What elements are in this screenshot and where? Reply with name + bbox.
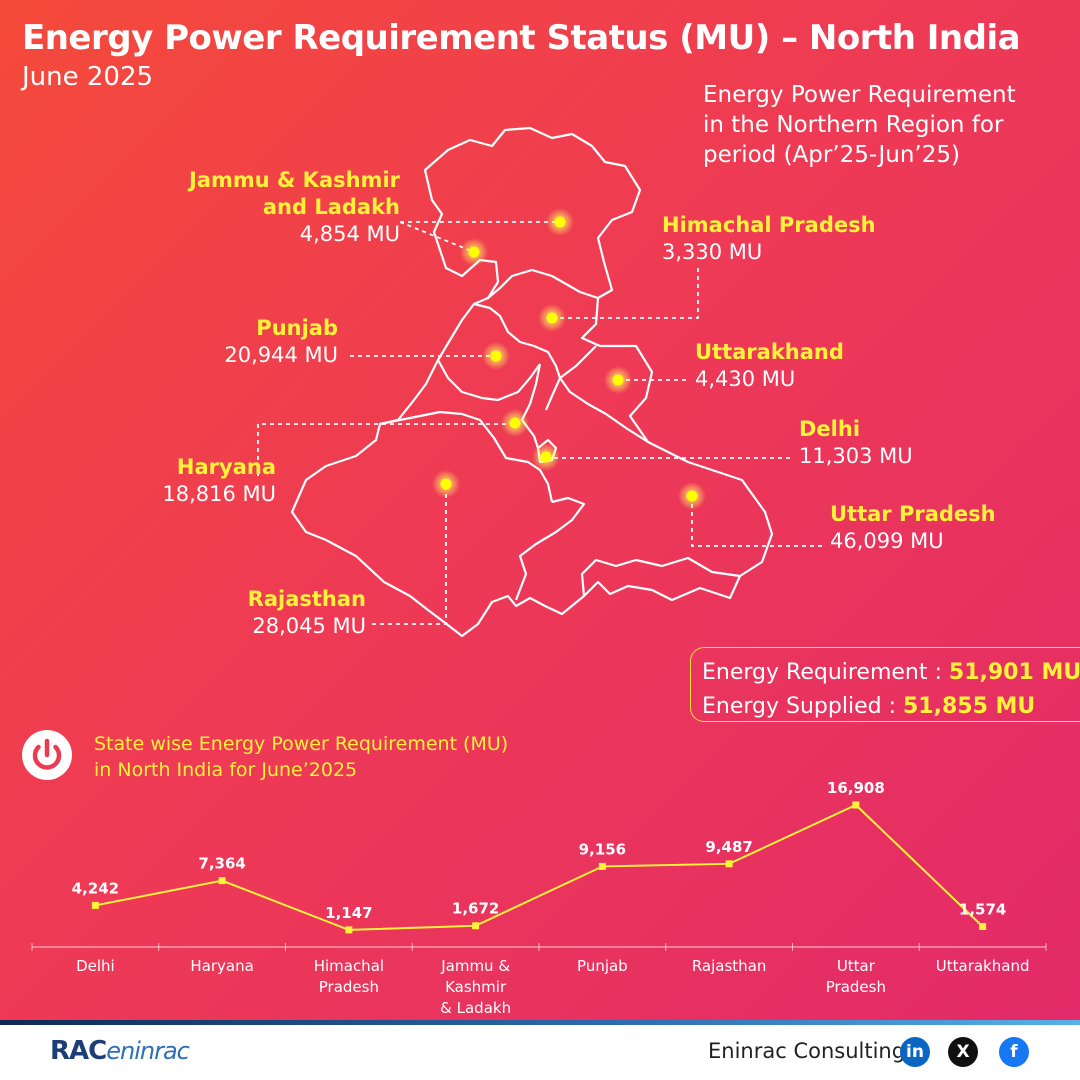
state-value: 4,430 MU [695, 367, 796, 391]
connector-up [691, 496, 822, 547]
brand-name: Eninrac Consulting [708, 1039, 906, 1063]
energy-supplied-label: Energy Supplied : [702, 694, 903, 719]
state-name: Himachal Pradesh [662, 213, 876, 237]
state-connectors [257, 221, 822, 625]
label-punjab: Punjab 20,944 MU [150, 315, 338, 369]
energy-totals-box: Energy Requirement : 51,901 MU Energy Su… [690, 647, 1080, 722]
chart-title-line: in North India for June’2025 [94, 759, 358, 781]
label-uttar-pradesh: Uttar Pradesh 46,099 MU [830, 501, 1050, 555]
border-haryana-up [520, 363, 542, 449]
data-point [598, 862, 606, 870]
border-haryana-rajasthan [379, 410, 554, 503]
connector-haryana [257, 423, 515, 476]
energy-supplied: Energy Supplied : 51,855 MU [702, 690, 1080, 724]
label-rajasthan: Rajasthan 28,045 MU [150, 586, 366, 640]
state-markers [432, 208, 706, 510]
border-uttarakhand [544, 345, 649, 443]
border-up-mp [580, 556, 741, 597]
linkedin-icon[interactable]: in [900, 1037, 930, 1067]
data-point [218, 877, 226, 885]
state-name: Delhi [799, 417, 861, 441]
energy-supplied-value: 51,855 MU [902, 694, 1036, 719]
data-point [91, 901, 99, 909]
energy-requirement-value: 51,901 MU [948, 660, 1080, 685]
series-line [95, 803, 984, 931]
label-uttarakhand: Uttarakhand 4,430 MU [695, 339, 895, 393]
x-tick-label: Jammu & Kashmir & Ladakh [440, 957, 511, 1017]
state-name: Punjab [256, 316, 338, 340]
state-name: Rajasthan [247, 587, 366, 611]
x-tick-label: Haryana [190, 957, 253, 975]
state-name: Uttarakhand [695, 340, 844, 364]
x-tick-label: Uttar Pradesh [826, 957, 886, 996]
data-point [979, 923, 987, 931]
north-india-map [257, 208, 822, 625]
logo-text-rac: RAC [50, 1036, 107, 1066]
data-value-label: 4,242 [72, 879, 119, 897]
x-icon[interactable]: X [948, 1037, 978, 1067]
label-jammu-kashmir: Jammu & Kashmir and Ladakh 4,854 MU [150, 167, 400, 248]
data-value-label: 16,908 [827, 779, 885, 797]
border-punjab-hp [473, 302, 562, 379]
data-value-label: 9,156 [579, 840, 626, 858]
data-value-label: 1,574 [959, 901, 1006, 919]
state-name: and Ladakh [262, 195, 400, 219]
state-name: Jammu & Kashmir [189, 168, 400, 192]
state-value: 20,944 MU [224, 343, 338, 367]
data-point [472, 922, 480, 930]
state-value: 4,854 MU [299, 222, 400, 246]
logo-text-eninrac: eninrac [106, 1037, 190, 1065]
chart-title: State wise Energy Power Requirement (MU)… [94, 731, 508, 783]
x-tick-label: Uttarakhand [936, 957, 1030, 975]
chart-title-line: State wise Energy Power Requirement (MU) [94, 733, 509, 755]
state-name: Haryana [176, 455, 276, 479]
data-value-label: 7,364 [198, 855, 245, 873]
footer-divider [0, 1020, 1080, 1025]
connector-rajasthan [372, 484, 447, 625]
state-value: 18,816 MU [162, 482, 276, 506]
map-description-line: in the Northern Region for [703, 112, 1004, 138]
power-icon [22, 730, 72, 780]
line-chart: 4,242 7,364 1,147 1,672 9,156 9,487 16,908 1,57… [31, 779, 1047, 1017]
data-point [852, 801, 860, 809]
state-name: Uttar Pradesh [830, 502, 996, 526]
state-value: 28,045 MU [252, 614, 366, 638]
label-delhi: Delhi 11,303 MU [799, 416, 999, 470]
facebook-icon[interactable]: f [999, 1037, 1029, 1067]
map-description-line: period (Apr’25-Jun’25) [703, 142, 960, 168]
map-description-line: Energy Power Requirement [703, 82, 1016, 108]
energy-requirement: Energy Requirement : 51,901 MU [702, 656, 1080, 690]
map-description: Energy Power Requirement in the Northern… [703, 80, 1043, 170]
energy-requirement-label: Energy Requirement : [702, 660, 949, 685]
data-point [345, 926, 353, 934]
connector-hp [552, 268, 699, 319]
label-himachal-pradesh: Himachal Pradesh 3,330 MU [662, 212, 922, 266]
page-title: Energy Power Requirement Status (MU) – N… [22, 18, 1021, 58]
data-value-label: 1,672 [452, 900, 499, 918]
x-tick-label: Punjab [577, 957, 628, 975]
border-up-rajasthan [514, 496, 586, 601]
data-point [725, 860, 733, 868]
x-tick-label: Rajasthan [692, 957, 767, 975]
border-punjab-haryana [437, 359, 541, 402]
state-value: 11,303 MU [799, 444, 913, 468]
state-value: 46,099 MU [830, 529, 944, 553]
x-tick-label: Himachal Pradesh [314, 957, 384, 996]
company-logo: RACeninrac [50, 1036, 190, 1066]
label-haryana: Haryana 18,816 MU [100, 454, 276, 508]
x-tick-label: Delhi [76, 957, 115, 975]
state-value: 3,330 MU [662, 240, 763, 264]
border-jk-hp [487, 268, 599, 300]
data-value-label: 9,487 [705, 838, 752, 856]
data-value-label: 1,147 [325, 904, 372, 922]
page-subtitle: June 2025 [22, 62, 154, 92]
